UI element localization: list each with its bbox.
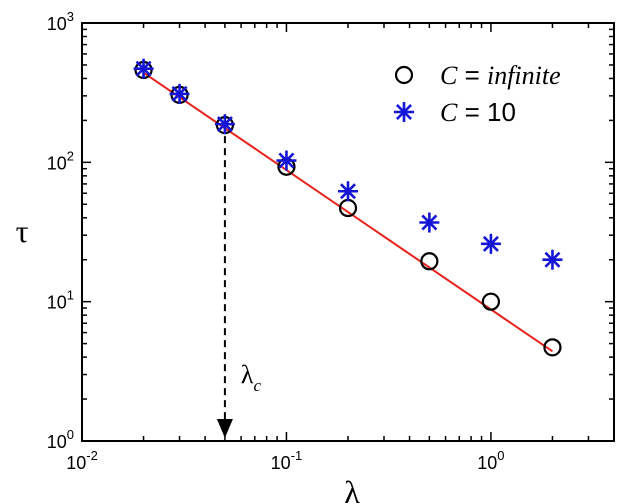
circle-point <box>420 252 439 271</box>
lambda-c-label: λc <box>241 360 262 395</box>
legend-entry-text: C = infinite <box>440 60 561 90</box>
x-tick-label: 10-1 <box>271 448 303 473</box>
y-tick-label: 102 <box>47 148 74 173</box>
y-tick-label: 100 <box>47 427 74 452</box>
asterisk-stroke <box>340 183 356 200</box>
legend-entry-text: C = 10 <box>440 97 516 127</box>
asterisk-point <box>276 150 297 171</box>
asterisk-point <box>542 249 563 270</box>
y-axis-label: τ <box>16 213 29 249</box>
asterisk-point <box>419 212 440 233</box>
y-tick-label: 103 <box>47 9 74 34</box>
legend-circle-marker <box>394 65 414 85</box>
asterisk-point <box>214 114 235 135</box>
asterisk-point <box>169 83 190 104</box>
x-tick-label: 100 <box>477 448 504 473</box>
y-tick-label: 101 <box>47 288 74 313</box>
legend-asterisk-marker <box>394 102 414 122</box>
asterisk-point <box>338 181 358 202</box>
data-markers <box>133 58 563 357</box>
asterisk-stroke <box>278 152 295 169</box>
x-axis-label: λ <box>344 474 360 504</box>
annotation-group: λc <box>216 136 262 438</box>
arrow-head-icon <box>216 419 233 438</box>
asterisk-stroke <box>482 235 499 252</box>
asterisk-stroke <box>396 104 412 120</box>
asterisk-stroke <box>135 60 152 77</box>
asterisk-stroke <box>216 116 233 133</box>
legend: C = infinite C = 10 <box>394 60 561 127</box>
circle-point <box>481 292 501 311</box>
asterisk-stroke <box>421 214 438 231</box>
asterisk-point <box>480 233 501 254</box>
axis-ticks <box>81 22 615 442</box>
x-tick-label: 10-2 <box>66 448 98 473</box>
asterisk-stroke <box>171 85 188 102</box>
asterisk-stroke <box>544 251 561 268</box>
asterisk-point <box>133 58 154 79</box>
tick-labels: 10-2 10-1 100 100 101 102 103 <box>47 9 505 473</box>
circle-point <box>543 338 562 357</box>
